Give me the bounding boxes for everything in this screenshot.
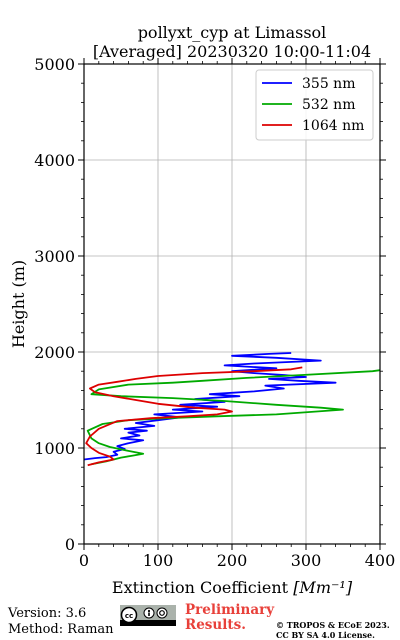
preliminary-results-label: Preliminary Results. [185,603,274,633]
axis-ticks [78,58,386,550]
y-tick-label: 4000 [34,151,75,170]
x-tick-label: 200 [217,551,248,570]
y-tick-label: 5000 [34,55,75,74]
copyright-line-2: CC BY SA 4.0 License. [276,630,375,640]
y-axis-label: Height (m) [9,260,28,348]
method-text: Method: Raman [8,622,114,637]
version-text: Version: 3.6 [8,606,87,621]
x-tick-label: 400 [365,551,396,570]
x-tick-label: 100 [143,551,174,570]
y-tick-label: 2000 [34,343,75,362]
chart-title: pollyxt_cyp at Limassol [138,23,327,42]
series-line-355-nm [83,352,337,461]
series-line-532-nm [86,369,381,466]
y-tick-label: 1000 [34,439,75,458]
x-tick-label: 0 [79,551,89,570]
legend-label: 532 nm [302,97,355,113]
cc-by-sa-badge-icon: cc [120,605,176,626]
y-tick-label: 0 [65,535,75,554]
svg-text:cc: cc [125,612,133,620]
legend-label: 355 nm [302,76,355,92]
chart-subtitle: [Averaged] 20230320 10:00-11:04 [93,42,371,61]
y-tick-label: 3000 [34,247,75,266]
x-axis-label-unit: [Mm⁻¹] [293,578,353,597]
x-tick-label: 300 [291,551,322,570]
legend-box [255,69,374,141]
copyright-line-1: © TROPOS & ECoE 2023. [276,620,390,630]
legend-label: 1064 nm [302,118,364,134]
preliminary-line-2: Results. [185,617,246,633]
series-lines [83,352,381,467]
legend: 355 nm 532 nm 1064 nm [255,69,374,141]
series-line-1064-nm [85,366,303,467]
x-axis-label-text: Extinction Coefficient [112,578,289,597]
copyright-notice: © TROPOS & ECoE 2023. CC BY SA 4.0 Licen… [276,620,390,640]
preliminary-line-1: Preliminary [185,602,275,618]
x-axis-label: Extinction Coefficient [Mm⁻¹] [112,578,353,597]
